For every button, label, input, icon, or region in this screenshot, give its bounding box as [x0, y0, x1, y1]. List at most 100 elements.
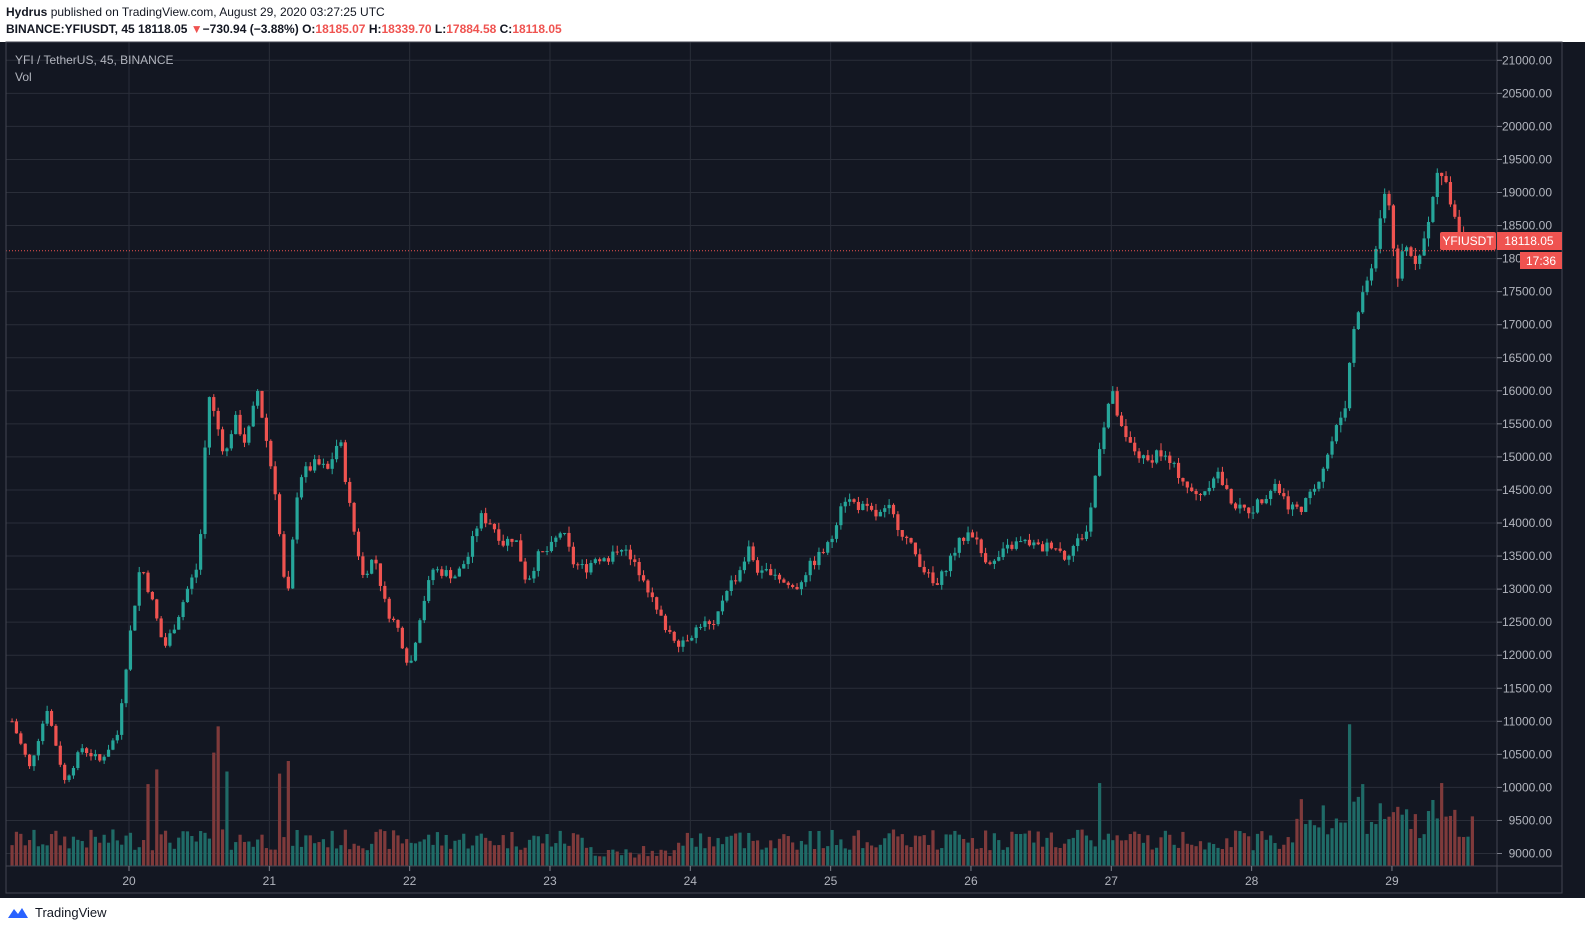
volume-bar [334, 848, 339, 866]
close-label: C: [499, 22, 513, 36]
price-tag-value: 18118.05 [1504, 234, 1553, 248]
volume-bar [1093, 846, 1097, 866]
candle-body [431, 569, 435, 581]
volume-bar [589, 847, 593, 866]
candle-body [988, 562, 992, 564]
candle-body [1128, 437, 1132, 443]
volume-bar [970, 838, 975, 866]
legend-title[interactable]: YFI / TetherUS, 45, BINANCE [15, 53, 174, 67]
candle-body [1124, 426, 1128, 438]
volume-bar [256, 839, 260, 866]
candle-body [1062, 550, 1067, 560]
candle-body [926, 572, 931, 574]
volume-bar [1440, 783, 1444, 866]
candle-body [549, 541, 554, 552]
candle-body [1203, 491, 1207, 495]
volume-bar [63, 836, 67, 866]
candle-body [207, 397, 211, 448]
volume-bar [1106, 833, 1110, 866]
volume-bar [536, 836, 540, 866]
candle-body [32, 755, 36, 767]
tradingview-logo[interactable]: TradingView [6, 903, 107, 921]
volume-bar [620, 855, 624, 866]
time-tick-label: 29 [1385, 874, 1399, 888]
candle-body [571, 546, 575, 565]
volume-bar [795, 849, 799, 866]
volume-bar [435, 832, 440, 866]
candle-body [966, 532, 970, 541]
candle-body [106, 749, 111, 757]
candle-body [1400, 251, 1404, 279]
volume-bar [1339, 822, 1343, 866]
volume-bar [177, 837, 181, 866]
price-tick-label: 13500.00 [1502, 549, 1552, 563]
price-tick-label: 14000.00 [1502, 516, 1552, 530]
candle-body [1426, 221, 1431, 239]
volume-bar [1404, 809, 1409, 866]
countdown-tag-background [1520, 252, 1562, 269]
volume-bar [1391, 812, 1396, 866]
volume-bar [834, 845, 839, 866]
volume-bar [234, 842, 238, 866]
candle-body [1238, 504, 1242, 509]
candle-body [861, 503, 865, 510]
candle-body [940, 571, 944, 585]
candle-body [615, 551, 619, 553]
publisher-name[interactable]: Hydrus [6, 5, 48, 19]
open-label: O: [302, 22, 316, 36]
candle-body [1181, 477, 1185, 482]
volume-bar [1124, 840, 1128, 866]
candle-body [1220, 471, 1225, 486]
candle-body [523, 561, 527, 580]
candle-body [786, 582, 790, 586]
volume-bar [14, 831, 19, 866]
volume-bar [519, 849, 523, 866]
volume-bar [1378, 803, 1382, 866]
volume-bar [313, 843, 317, 866]
candle-body [1369, 268, 1374, 281]
volume-bar [1466, 836, 1470, 866]
candle-body [1260, 499, 1264, 504]
price-tick-label: 13000.00 [1502, 582, 1552, 596]
time-axis[interactable]: 20 21 22 23 24 25 26 27 28 29 [122, 866, 1399, 888]
candle-body [1049, 542, 1053, 549]
volume-bar [172, 848, 176, 866]
price-candles[interactable] [10, 168, 1474, 784]
quote-line: BINANCE:YFIUSDT, 45 18118.05 ▼−730.94 (−… [6, 22, 562, 36]
candle-body [1067, 555, 1071, 560]
candle-body [1185, 481, 1189, 488]
candle-body [479, 513, 483, 529]
volume-bar [1264, 839, 1268, 866]
candle-body [646, 580, 650, 593]
candle-body [159, 618, 163, 638]
candle-body [247, 426, 251, 443]
candle-body [1361, 292, 1365, 313]
volume-bar [1119, 840, 1124, 866]
candle-body [124, 669, 128, 704]
volume-bar [85, 847, 89, 866]
volume-bar [32, 829, 36, 866]
candle-body [308, 466, 312, 471]
volume-bar [510, 832, 514, 866]
volume-bar [988, 850, 992, 866]
legend-volume[interactable]: Vol [15, 70, 32, 84]
candle-body [1045, 542, 1049, 552]
price-axis[interactable]: 9000.00 9500.00 10000.00 10500.00 11000.00 11… [1497, 53, 1552, 861]
volume-bar [115, 840, 119, 866]
volume-bar [1260, 831, 1264, 866]
volume-bar [400, 843, 404, 866]
volume-bar [764, 847, 768, 866]
volume-bar [405, 839, 409, 866]
volume-bar [716, 838, 720, 866]
volume-bar [953, 830, 957, 866]
candle-body [690, 637, 694, 641]
volume-bar [207, 838, 211, 866]
candle-body [1251, 512, 1255, 514]
volume-bar [1347, 724, 1352, 866]
candle-body [1041, 544, 1045, 552]
candle-body [716, 611, 720, 625]
candle-body [887, 504, 891, 509]
candle-body [1356, 312, 1360, 330]
change-arrow-icon: ▼ [190, 22, 203, 36]
